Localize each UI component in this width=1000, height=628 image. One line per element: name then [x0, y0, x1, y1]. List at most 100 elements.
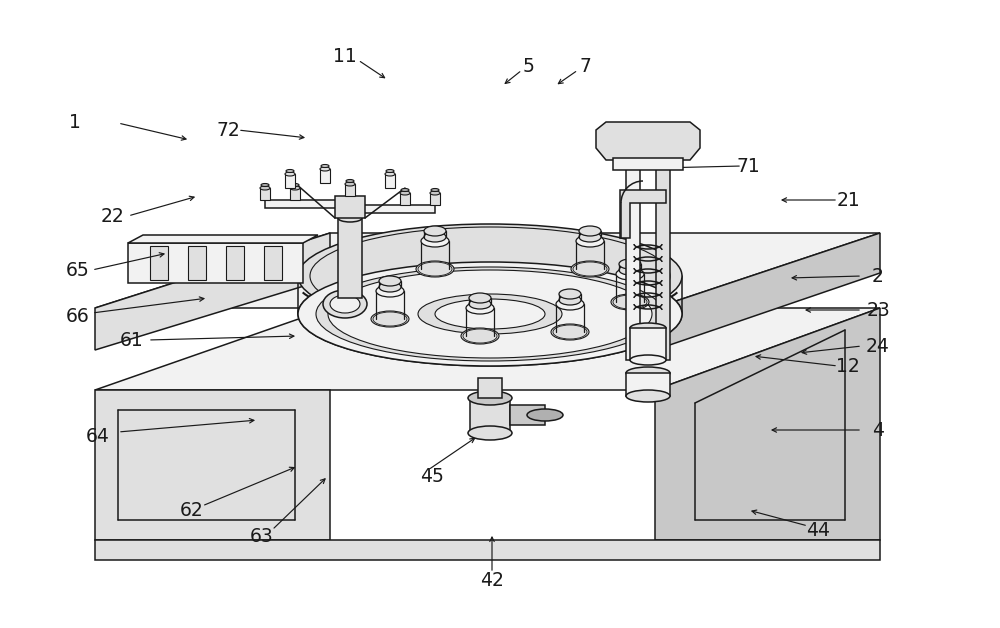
Ellipse shape — [616, 268, 644, 280]
Polygon shape — [260, 188, 270, 200]
Text: 65: 65 — [66, 261, 90, 279]
Text: 5: 5 — [522, 57, 534, 75]
Ellipse shape — [626, 390, 670, 402]
Ellipse shape — [345, 182, 355, 186]
Polygon shape — [596, 122, 700, 160]
Ellipse shape — [468, 426, 512, 440]
Ellipse shape — [435, 299, 545, 329]
Text: 11: 11 — [333, 46, 357, 65]
Polygon shape — [226, 246, 244, 280]
Polygon shape — [264, 246, 282, 280]
Polygon shape — [95, 233, 330, 350]
Text: 12: 12 — [836, 357, 860, 376]
Ellipse shape — [376, 285, 404, 297]
Polygon shape — [150, 246, 168, 280]
Polygon shape — [338, 218, 362, 298]
Ellipse shape — [421, 235, 449, 247]
Polygon shape — [285, 174, 295, 188]
Ellipse shape — [463, 329, 497, 343]
Ellipse shape — [416, 261, 454, 277]
Polygon shape — [95, 540, 880, 560]
Polygon shape — [345, 184, 355, 196]
Text: 22: 22 — [100, 207, 124, 225]
Ellipse shape — [261, 183, 269, 187]
Text: 42: 42 — [480, 570, 504, 590]
Ellipse shape — [613, 295, 647, 309]
Text: 44: 44 — [806, 521, 830, 539]
Ellipse shape — [556, 298, 584, 310]
Text: 24: 24 — [866, 337, 890, 355]
Ellipse shape — [371, 311, 409, 327]
Polygon shape — [385, 174, 395, 188]
Polygon shape — [128, 243, 303, 283]
Ellipse shape — [559, 295, 581, 305]
Ellipse shape — [386, 170, 394, 173]
Ellipse shape — [320, 167, 330, 171]
Ellipse shape — [291, 183, 299, 187]
Ellipse shape — [431, 188, 439, 192]
Polygon shape — [95, 390, 330, 540]
Polygon shape — [335, 196, 365, 218]
Ellipse shape — [527, 409, 563, 421]
Ellipse shape — [579, 232, 601, 242]
Ellipse shape — [559, 289, 581, 299]
Text: 72: 72 — [216, 121, 240, 139]
Ellipse shape — [330, 295, 360, 313]
Ellipse shape — [469, 293, 491, 303]
Polygon shape — [290, 188, 300, 200]
Text: 45: 45 — [420, 467, 444, 485]
Ellipse shape — [551, 324, 589, 340]
Ellipse shape — [338, 214, 362, 222]
Text: 71: 71 — [736, 156, 760, 175]
Ellipse shape — [373, 312, 407, 326]
Ellipse shape — [298, 262, 682, 366]
Polygon shape — [510, 405, 545, 425]
Ellipse shape — [328, 270, 652, 358]
Polygon shape — [470, 398, 510, 433]
Text: 7: 7 — [579, 57, 591, 75]
Ellipse shape — [619, 265, 641, 275]
Polygon shape — [613, 158, 683, 170]
Ellipse shape — [424, 226, 446, 236]
Ellipse shape — [461, 328, 499, 344]
Ellipse shape — [626, 367, 670, 379]
Ellipse shape — [321, 165, 329, 168]
Ellipse shape — [611, 294, 649, 310]
Text: 64: 64 — [86, 426, 110, 445]
Polygon shape — [478, 378, 502, 398]
Ellipse shape — [573, 262, 607, 276]
Polygon shape — [320, 169, 330, 183]
Ellipse shape — [553, 325, 587, 339]
Polygon shape — [630, 328, 666, 360]
Polygon shape — [656, 158, 670, 360]
Ellipse shape — [285, 172, 295, 176]
Ellipse shape — [379, 276, 401, 286]
Ellipse shape — [430, 191, 440, 195]
Ellipse shape — [418, 294, 562, 334]
Ellipse shape — [323, 290, 367, 318]
Ellipse shape — [619, 259, 641, 269]
Ellipse shape — [630, 355, 666, 365]
Text: 23: 23 — [866, 301, 890, 320]
Polygon shape — [626, 158, 640, 360]
Polygon shape — [655, 308, 880, 540]
Ellipse shape — [385, 172, 395, 176]
Ellipse shape — [286, 170, 294, 173]
Ellipse shape — [298, 262, 682, 366]
Text: 2: 2 — [872, 266, 884, 286]
Text: 61: 61 — [120, 330, 144, 350]
Text: 63: 63 — [250, 526, 274, 546]
Text: 66: 66 — [66, 306, 90, 325]
Ellipse shape — [424, 232, 446, 242]
Ellipse shape — [468, 391, 512, 405]
Polygon shape — [655, 233, 880, 350]
Ellipse shape — [469, 299, 491, 309]
Ellipse shape — [379, 282, 401, 292]
Ellipse shape — [298, 224, 682, 328]
Ellipse shape — [260, 186, 270, 190]
Ellipse shape — [576, 235, 604, 247]
Ellipse shape — [401, 188, 409, 192]
Ellipse shape — [571, 261, 609, 277]
Text: 21: 21 — [836, 190, 860, 210]
Ellipse shape — [466, 302, 494, 314]
